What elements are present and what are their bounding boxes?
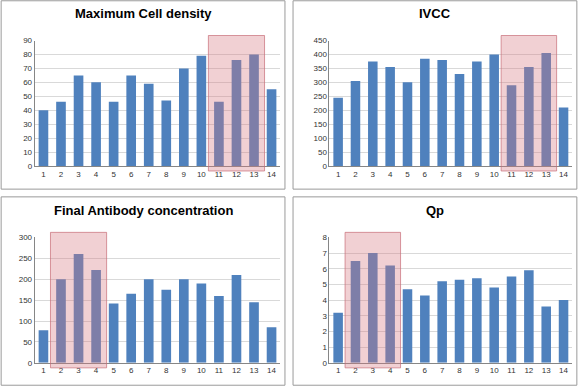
svg-text:7: 7 (147, 366, 152, 375)
svg-text:10: 10 (23, 148, 32, 157)
svg-text:1: 1 (322, 343, 327, 352)
svg-text:6: 6 (322, 265, 327, 274)
svg-text:8: 8 (164, 170, 169, 179)
svg-text:2: 2 (353, 366, 358, 375)
svg-text:11: 11 (507, 366, 516, 375)
svg-text:13: 13 (542, 170, 551, 179)
svg-text:6: 6 (129, 170, 134, 179)
svg-text:7: 7 (322, 249, 327, 258)
svg-text:5: 5 (111, 170, 116, 179)
svg-text:250: 250 (19, 254, 33, 263)
svg-text:4: 4 (94, 170, 99, 179)
svg-text:50: 50 (23, 338, 32, 347)
svg-text:2: 2 (353, 170, 358, 179)
svg-text:0: 0 (28, 162, 33, 171)
svg-text:1: 1 (41, 366, 46, 375)
svg-text:300: 300 (19, 233, 33, 242)
svg-text:4: 4 (94, 366, 99, 375)
svg-text:100: 100 (19, 317, 33, 326)
svg-text:1: 1 (41, 170, 46, 179)
svg-text:2: 2 (322, 327, 327, 336)
svg-text:10: 10 (197, 170, 206, 179)
svg-text:11: 11 (215, 170, 224, 179)
svg-text:150: 150 (19, 296, 33, 305)
svg-text:10: 10 (490, 366, 499, 375)
svg-text:12: 12 (232, 366, 241, 375)
svg-text:3: 3 (371, 170, 376, 179)
svg-text:200: 200 (19, 275, 33, 284)
svg-text:3: 3 (76, 170, 81, 179)
svg-text:13: 13 (250, 366, 259, 375)
svg-text:8: 8 (457, 170, 462, 179)
svg-text:10: 10 (197, 366, 206, 375)
svg-text:4: 4 (388, 366, 393, 375)
svg-text:250: 250 (314, 92, 328, 101)
svg-text:5: 5 (405, 366, 410, 375)
svg-text:7: 7 (440, 366, 445, 375)
svg-text:60: 60 (23, 78, 32, 87)
svg-text:0: 0 (322, 359, 327, 368)
svg-text:9: 9 (182, 366, 187, 375)
svg-text:9: 9 (475, 170, 480, 179)
svg-text:2: 2 (59, 170, 64, 179)
svg-text:6: 6 (423, 366, 428, 375)
svg-text:7: 7 (147, 170, 152, 179)
svg-text:100: 100 (314, 134, 328, 143)
svg-text:50: 50 (23, 92, 32, 101)
svg-text:1: 1 (336, 366, 341, 375)
svg-text:200: 200 (314, 106, 328, 115)
svg-text:0: 0 (28, 359, 33, 368)
svg-text:Qp: Qp (426, 203, 444, 218)
svg-text:3: 3 (371, 366, 376, 375)
svg-text:400: 400 (314, 50, 328, 59)
svg-text:300: 300 (314, 78, 328, 87)
svg-text:50: 50 (318, 148, 327, 157)
svg-text:20: 20 (23, 134, 32, 143)
svg-text:Maximum Cell density: Maximum Cell density (75, 6, 212, 21)
svg-text:11: 11 (507, 170, 516, 179)
svg-text:8: 8 (457, 366, 462, 375)
svg-text:9: 9 (475, 366, 480, 375)
svg-text:4: 4 (322, 296, 327, 305)
svg-text:Final Antibody concentration: Final Antibody concentration (54, 203, 233, 218)
svg-text:6: 6 (423, 170, 428, 179)
svg-text:40: 40 (23, 106, 32, 115)
svg-text:12: 12 (524, 170, 533, 179)
svg-text:1: 1 (336, 170, 341, 179)
svg-text:11: 11 (215, 366, 224, 375)
svg-text:IVCC: IVCC (419, 6, 451, 21)
svg-text:90: 90 (23, 36, 32, 45)
svg-text:7: 7 (440, 170, 445, 179)
svg-text:5: 5 (322, 280, 327, 289)
svg-text:13: 13 (250, 170, 259, 179)
svg-text:5: 5 (111, 366, 116, 375)
svg-text:350: 350 (314, 64, 328, 73)
svg-text:4: 4 (388, 170, 393, 179)
svg-text:70: 70 (23, 64, 32, 73)
svg-text:6: 6 (129, 366, 134, 375)
svg-text:80: 80 (23, 50, 32, 59)
svg-text:3: 3 (322, 312, 327, 321)
svg-text:12: 12 (524, 366, 533, 375)
svg-text:3: 3 (76, 366, 81, 375)
svg-text:14: 14 (267, 366, 276, 375)
svg-text:2: 2 (59, 366, 64, 375)
svg-text:150: 150 (314, 120, 328, 129)
svg-text:9: 9 (182, 170, 187, 179)
svg-text:0: 0 (322, 162, 327, 171)
svg-text:5: 5 (405, 170, 410, 179)
svg-text:14: 14 (559, 170, 568, 179)
svg-text:10: 10 (490, 170, 499, 179)
svg-text:450: 450 (314, 36, 328, 45)
svg-text:12: 12 (232, 170, 241, 179)
svg-text:8: 8 (322, 233, 327, 242)
svg-text:8: 8 (164, 366, 169, 375)
svg-text:13: 13 (542, 366, 551, 375)
svg-text:14: 14 (559, 366, 568, 375)
svg-text:14: 14 (267, 170, 276, 179)
svg-text:30: 30 (23, 120, 32, 129)
